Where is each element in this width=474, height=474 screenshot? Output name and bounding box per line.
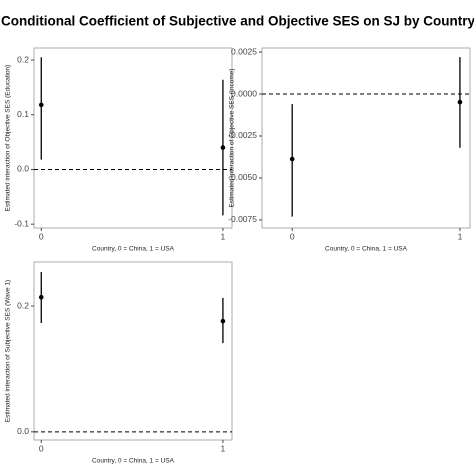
plot-frame	[261, 47, 471, 229]
plot-frame	[33, 261, 233, 441]
x-axis-label: Country, 0 = China, 1 = USA	[92, 458, 175, 465]
point	[220, 318, 226, 324]
point	[220, 145, 226, 150]
plot-frame	[33, 47, 233, 229]
y-tick-label: 0.0000	[231, 88, 257, 98]
y-axis-label: Estimated interaction of Subjective SES …	[5, 280, 12, 422]
y-axis-label: Estimated interaction of Objective SES (…	[229, 68, 236, 207]
y-tick-label: -0.0025	[228, 130, 257, 140]
x-tick-label: 0	[290, 231, 295, 241]
x-tick-label: 1	[221, 231, 226, 241]
y-tick-label: 0.2	[17, 300, 29, 310]
y-tick-label: 0.0	[17, 164, 29, 174]
x-tick-label: 1	[221, 443, 226, 453]
y-tick-label: -0.0075	[228, 214, 257, 224]
x-tick-label: 0	[39, 443, 44, 453]
y-tick-label: 0.0025	[231, 46, 257, 56]
point	[457, 99, 463, 105]
y-tick-label: 0.0	[17, 426, 29, 436]
point	[38, 102, 44, 108]
point	[38, 294, 44, 300]
x-axis-label: Country, 0 = China, 1 = USA	[325, 246, 408, 253]
y-axis-label: Estimated interaction of Objective SES (…	[5, 65, 12, 212]
y-tick-label: 0.2	[17, 54, 29, 64]
x-tick-label: 1	[458, 231, 463, 241]
figure-title: Conditional Coefficient of Subjective an…	[1, 14, 474, 29]
y-tick-label: 0.1	[17, 109, 29, 119]
y-tick-label: -0.1	[14, 218, 29, 228]
point	[289, 156, 295, 162]
x-axis-label: Country, 0 = China, 1 = USA	[92, 246, 175, 253]
x-tick-label: 0	[39, 231, 44, 241]
y-tick-label: -0.0050	[228, 172, 257, 182]
